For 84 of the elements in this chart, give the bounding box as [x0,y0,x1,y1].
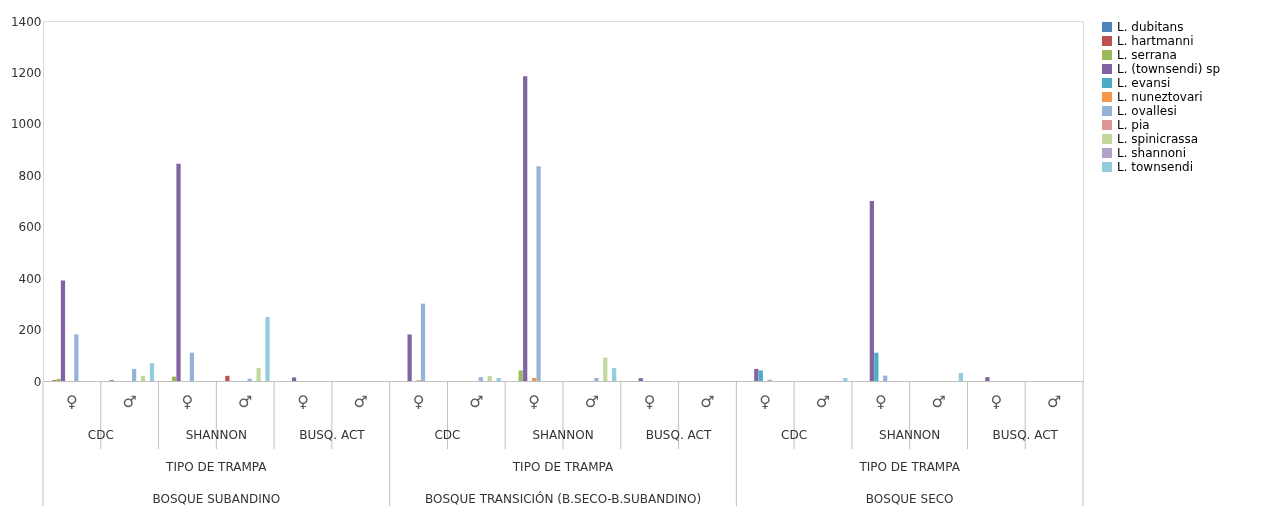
text: TIPO DE TRAMPA [858,460,961,474]
bar [149,363,155,381]
bar [140,375,146,381]
legend-label: L. ovallesi [1117,104,1177,118]
x-tick-label: ♀ [412,391,425,411]
bar [478,377,483,381]
bar [265,316,270,381]
y-tick-label: 1200 [10,65,42,80]
bar [869,201,874,381]
x-tick-label: ♀ [643,391,656,411]
x-tick-label: ♀ [66,391,78,411]
legend-label: L. hartmanni [1117,34,1194,48]
bar [531,377,537,381]
text: BOSQUE SUBANDINO [152,492,281,506]
bar [754,368,759,381]
text: CDC [87,428,114,442]
legend-label: L. townsendi [1117,160,1193,174]
x-tick-label: ♂ [584,391,600,411]
x-tick-label: ♂ [700,391,715,411]
bar [291,377,297,381]
text: TIPO DE TRAMPA [511,460,614,474]
text: TIPO DE TRAMPA [165,460,268,474]
legend-label: L. pia [1117,118,1150,132]
bar [74,334,79,381]
text: BUSQ. ACT [299,428,366,442]
text: SHANNON [532,428,594,442]
bar [603,357,608,381]
y-tick-label: 0 [33,374,42,389]
bar [176,163,181,381]
legend-label: L. (townsendi) sp [1117,62,1221,76]
x-tick-label: ♂ [931,391,946,411]
legend-label: L. evansi [1117,76,1171,90]
legend-label: L. shannoni [1117,146,1187,160]
bar [758,370,763,381]
x-tick-label: ♀ [297,391,309,411]
bar [60,280,66,381]
x-tick-label: ♂ [122,391,137,411]
bar [518,370,523,381]
bar [843,377,848,381]
bar [225,375,230,381]
legend-label: L. dubitans [1117,20,1184,34]
x-tick-label: ♀ [181,391,194,411]
bar [420,303,426,381]
text: CDC [781,428,808,442]
bar [958,373,963,381]
bar [256,368,261,381]
y-tick-label: 600 [18,220,42,235]
x-tick-label: ♂ [353,391,368,411]
y-tick-label: 1000 [10,117,42,132]
bar [874,352,879,381]
text: SHANNON [879,428,941,442]
legend-label: L. nuneztovari [1117,90,1203,104]
y-tick-label: 800 [18,168,42,183]
x-tick-label: ♂ [815,391,831,411]
bar [612,368,617,381]
text: BOSQUE SECO [865,492,954,506]
y-tick-label: 200 [18,323,42,338]
bar [189,352,195,381]
legend-label: L. serrana [1117,48,1177,62]
text: SHANNON [185,428,247,442]
x-tick-label: ♂ [238,391,253,411]
bar [487,375,492,381]
y-tick-label: 1400 [10,14,42,29]
bar [56,378,61,381]
bar [594,377,599,381]
bar [985,377,990,381]
text: BUSQ. ACT [645,428,712,442]
text: BOSQUE TRANSICIÓN (B.SECO-B.SUBANDINO) [424,491,702,506]
text: CDC [434,428,461,442]
x-tick-label: ♂ [1046,391,1062,411]
x-tick-label: ♀ [759,391,772,411]
bar [496,377,501,381]
x-tick-label: ♀ [874,391,887,411]
legend-label: L. spinicrassa [1117,132,1199,146]
bar [638,378,643,381]
x-tick-label: ♂ [469,391,484,411]
text: BUSQ. ACT [992,428,1059,442]
bar [407,334,412,381]
x-tick-label: ♀ [990,391,1003,411]
bar [523,76,528,381]
bar [536,166,541,381]
y-tick-label: 400 [18,271,42,286]
x-tick-label: ♀ [528,391,540,411]
bar [132,368,137,381]
